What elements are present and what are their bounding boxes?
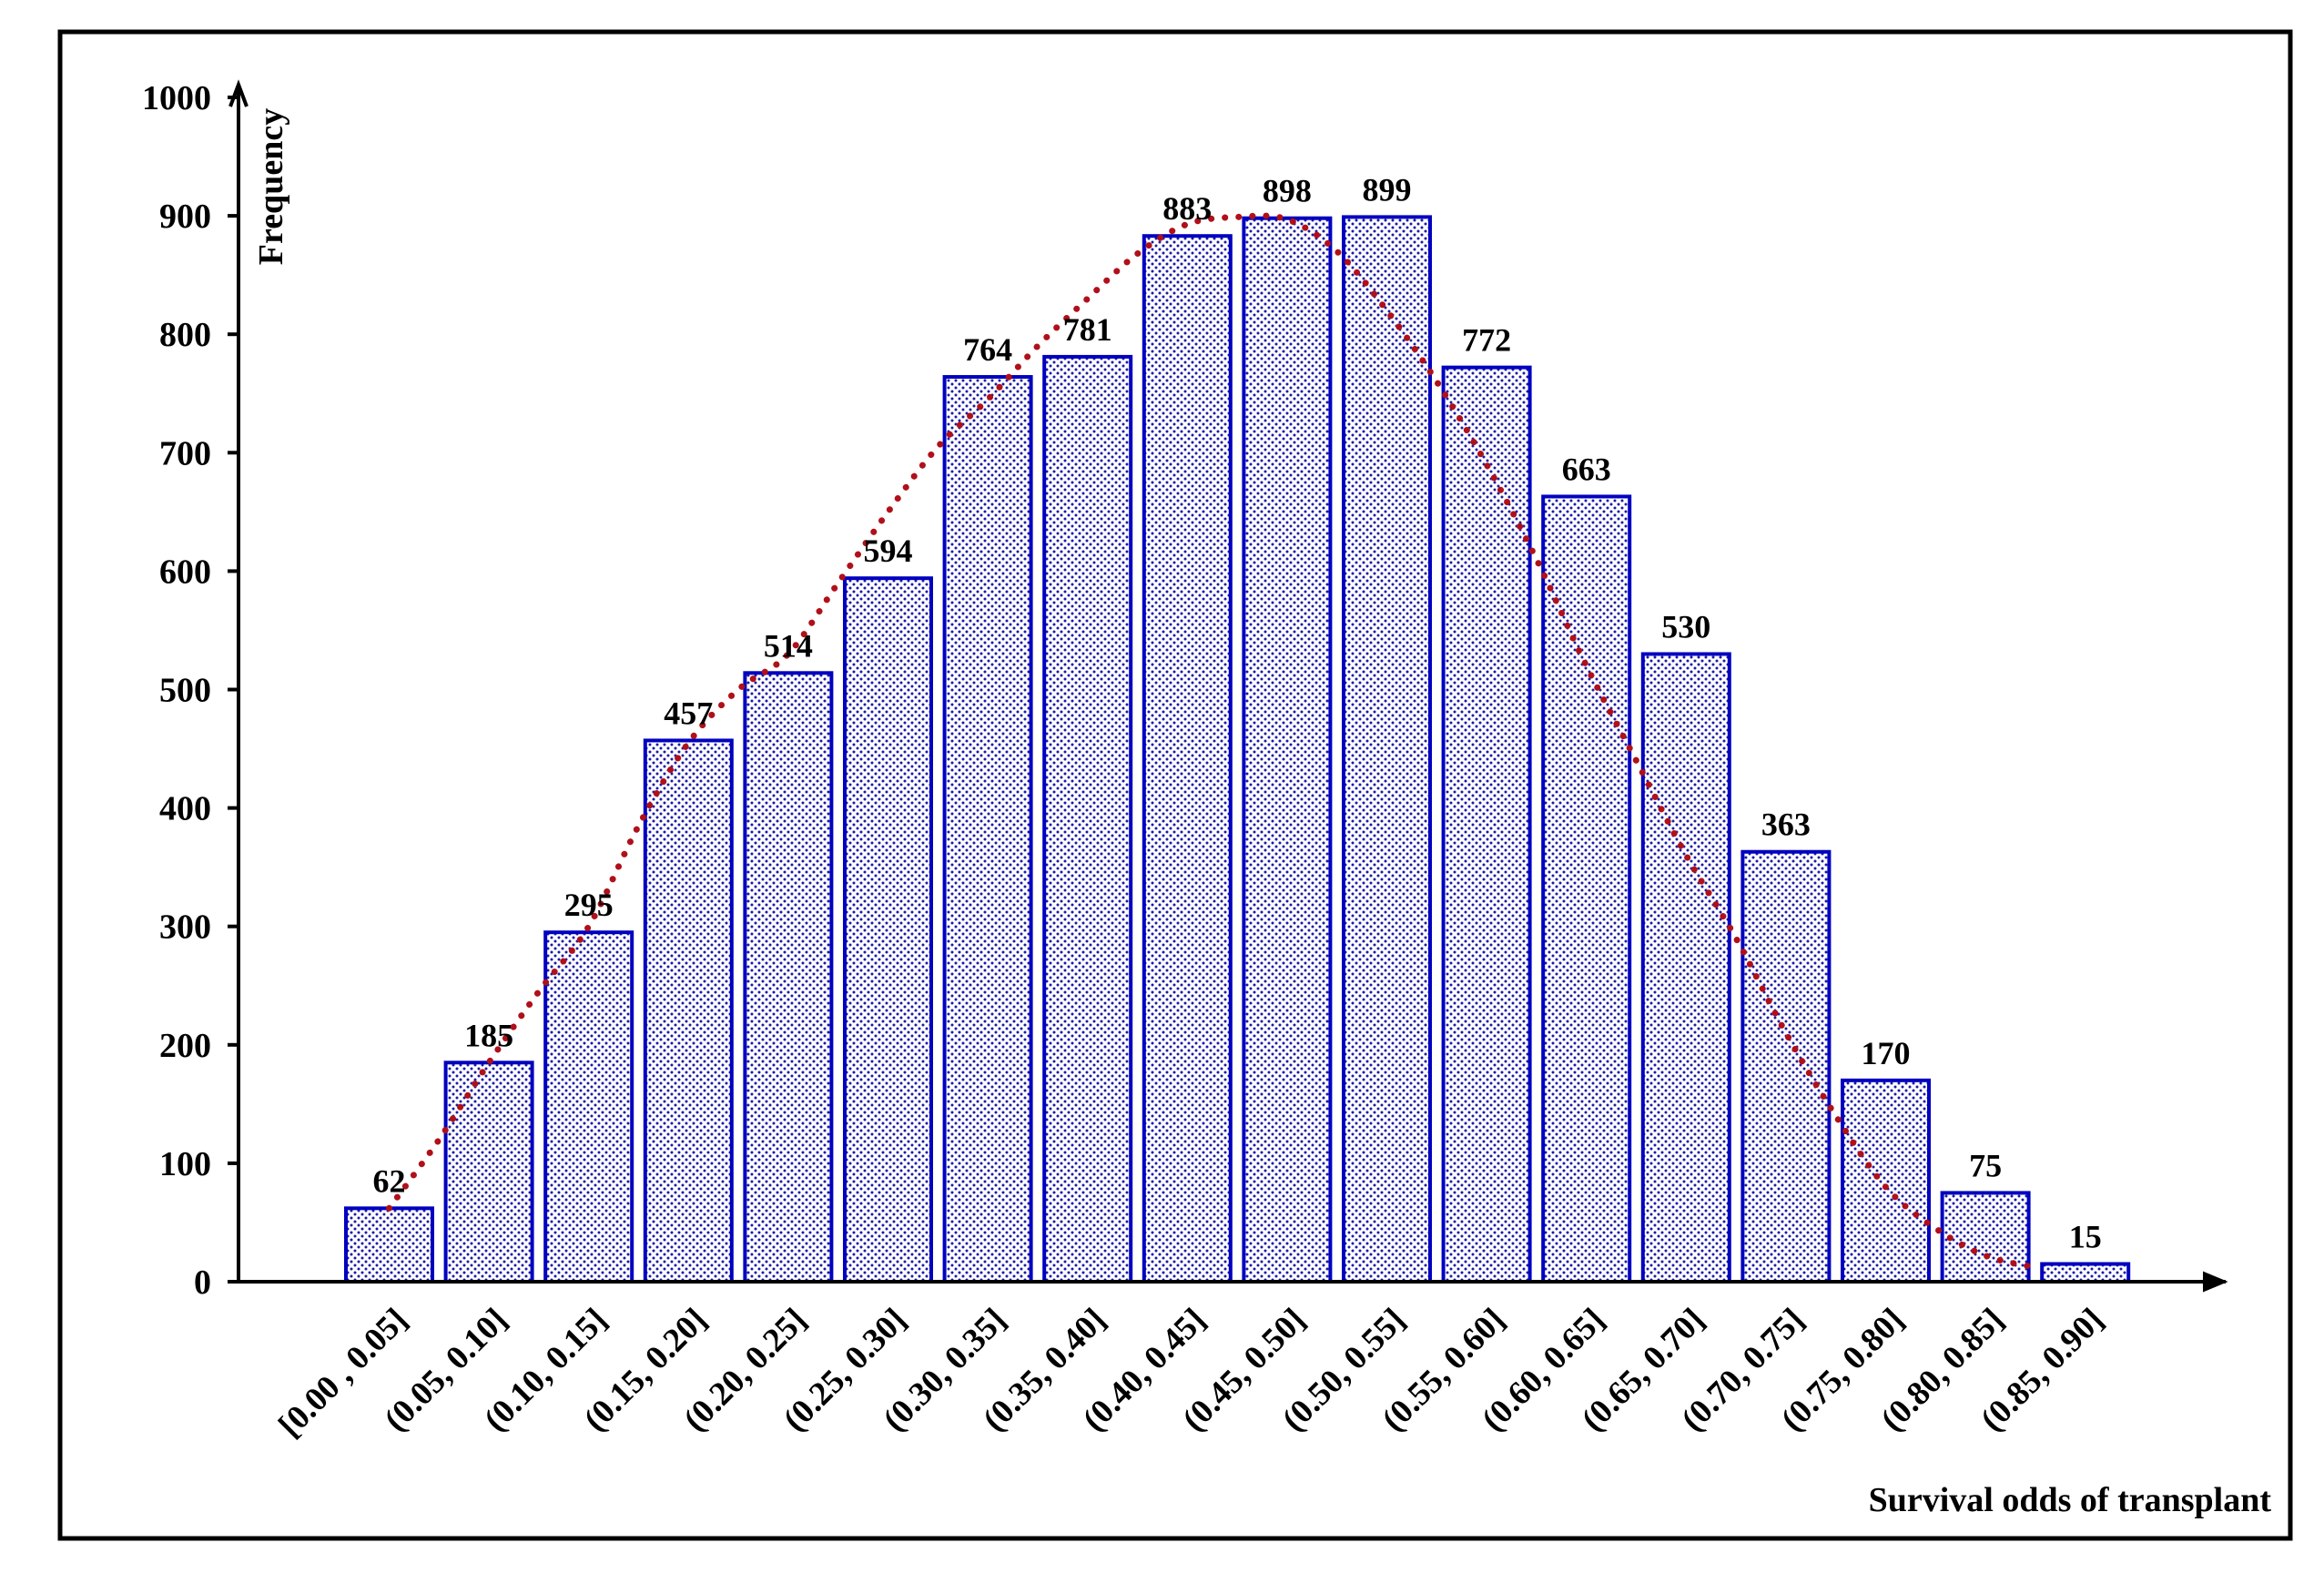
bar [1342,215,1432,1284]
bar [942,375,1033,1284]
axes-layer: 0 100 200 300 400 500 600 700 800 900 1000 [142,79,2228,1302]
y-tick-label: 400 [159,790,211,828]
y-tick-label: 800 [159,316,211,354]
bar [1441,365,1532,1284]
data-label: 62 [373,1162,406,1199]
bar [1740,849,1832,1284]
data-label: 170 [1862,1035,1911,1071]
data-label: 15 [2069,1218,2102,1254]
data-label: 899 [1363,171,1412,208]
bars-layer [344,215,2131,1284]
data-label: 883 [1162,190,1212,227]
trendline-layer [386,212,2039,1271]
bar [1541,494,1632,1284]
bar [1640,652,1731,1284]
data-label: 363 [1761,807,1811,843]
y-tick-label: 0 [194,1263,211,1302]
chart-frame [57,29,2293,1541]
bar [1242,216,1333,1284]
bar [1042,354,1133,1284]
bar [543,930,634,1284]
data-label: 457 [664,695,713,731]
y-tick-label: 900 [159,198,211,236]
data-label: 781 [1063,311,1112,348]
x-axis-arrow [2203,1271,2228,1293]
y-axis-title: Frequency [252,108,290,265]
bar [344,1206,434,1284]
bar [443,1061,534,1284]
data-label: 295 [564,887,614,923]
data-label: 663 [1562,451,1611,487]
data-label: 594 [864,533,913,569]
y-tick-label: 200 [159,1027,211,1065]
data-label: 764 [963,331,1012,368]
y-tick-label: 300 [159,908,211,947]
data-label: 530 [1661,608,1710,644]
y-tick-label: 500 [159,672,211,710]
bar [2040,1262,2131,1284]
data-label: 75 [1969,1147,2002,1183]
bar [1142,234,1233,1284]
data-label: 514 [764,627,813,664]
bar [843,576,933,1284]
y-tick-label: 600 [159,553,211,591]
data-label: 772 [1462,322,1511,359]
data-label: 185 [464,1017,513,1053]
bar [1841,1078,1931,1284]
y-tick-label: 100 [159,1145,211,1183]
trendline [386,212,2039,1271]
bar [643,738,734,1284]
y-tick-label: 1000 [142,79,211,117]
bar [1940,1191,2031,1284]
x-axis-title: Survival odds of transplant [1869,1481,2272,1519]
y-tick-label: 700 [159,434,211,472]
bar [743,671,834,1284]
data-label: 898 [1263,173,1312,209]
